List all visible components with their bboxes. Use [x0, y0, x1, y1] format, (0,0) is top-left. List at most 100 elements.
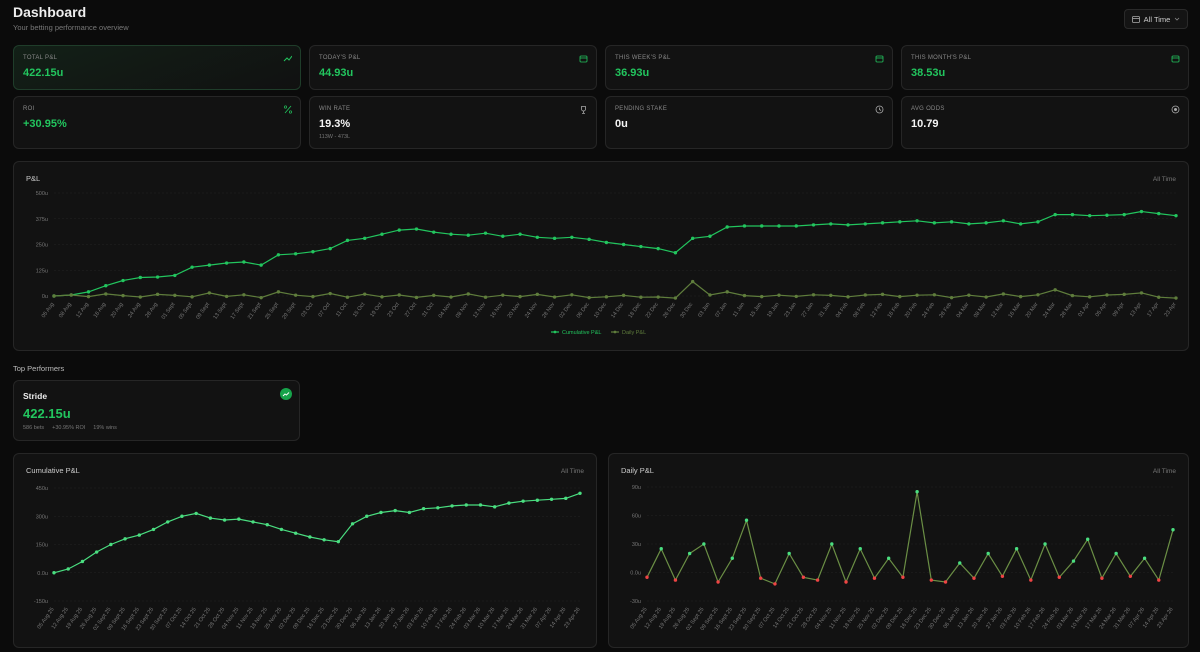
- data-point: [194, 511, 198, 516]
- data-point: [929, 578, 934, 582]
- y-tick-label: 250u: [36, 243, 48, 249]
- data-point: [1071, 559, 1076, 563]
- data-point: [224, 294, 229, 299]
- data-point: [794, 294, 798, 299]
- x-tick-label: 28 Mar: [1059, 302, 1074, 320]
- data-point: [432, 230, 436, 234]
- x-tick-label: 24 Mar: [1042, 302, 1057, 320]
- data-point: [587, 295, 591, 300]
- stat-icon: [875, 105, 884, 114]
- range-button[interactable]: All Time: [1124, 9, 1188, 29]
- data-point: [725, 225, 729, 229]
- x-tick-label: 24 Aug: [127, 302, 142, 319]
- stat-value: 422.15u: [23, 67, 64, 79]
- data-point: [380, 232, 384, 236]
- data-point: [915, 219, 919, 223]
- x-tick-label: 05 Apr: [1095, 302, 1109, 319]
- data-point: [535, 292, 540, 297]
- daily-panel: Daily P&L All Time -30u 0.0u 30u 60u 90u 05 Aug…: [608, 453, 1189, 648]
- data-point: [787, 551, 791, 556]
- data-point: [535, 235, 540, 239]
- data-point: [121, 293, 125, 298]
- range-button-label: All Time: [1143, 14, 1171, 24]
- data-point: [208, 516, 213, 520]
- data-point: [345, 238, 350, 243]
- data-point: [1157, 211, 1161, 216]
- data-point: [363, 236, 367, 241]
- stat-icon: [283, 105, 292, 114]
- data-point: [972, 576, 976, 580]
- stat-card: AVG ODDS 10.79: [901, 96, 1189, 149]
- performer-card[interactable]: Stride 422.15u 586 bets +30.95% ROI 19% …: [13, 380, 300, 441]
- stat-icon: [581, 106, 586, 114]
- data-point: [811, 223, 816, 227]
- stat-value: 10.79: [911, 118, 939, 130]
- data-point: [66, 567, 70, 571]
- x-tick-label: 12 Feb: [869, 302, 884, 319]
- data-point: [794, 224, 798, 228]
- data-point: [846, 223, 850, 227]
- data-point: [829, 293, 833, 298]
- data-point: [207, 291, 212, 295]
- data-point: [478, 503, 483, 507]
- data-point: [414, 227, 419, 231]
- x-tick-label: 23 Jan: [783, 302, 797, 319]
- x-tick-label: 15 Oct: [352, 301, 366, 318]
- x-tick-label: 07 Jan: [714, 302, 728, 319]
- performer-roi: +30.95% ROI: [52, 425, 86, 431]
- data-point: [328, 291, 332, 296]
- data-point: [811, 293, 816, 297]
- data-point: [760, 294, 764, 299]
- data-point: [350, 522, 355, 526]
- data-point: [137, 533, 141, 537]
- chevron-icon: [1175, 17, 1180, 21]
- x-tick-label: 11 Oct: [335, 301, 349, 318]
- stat-label: WIN RATE: [319, 106, 351, 112]
- chart-title: Daily P&L: [621, 466, 654, 475]
- data-point: [1001, 292, 1006, 296]
- data-point: [880, 221, 885, 225]
- data-point: [1087, 295, 1092, 299]
- x-tick-label: 20 Mar: [1025, 302, 1040, 320]
- x-tick-label: 17 Apr: [1146, 302, 1160, 319]
- stat-card: THIS WEEK'S P&L 36.93u: [605, 45, 893, 90]
- x-tick-label: 08 Feb: [852, 302, 867, 319]
- stat-value: +30.95%: [23, 118, 67, 130]
- data-point: [407, 510, 412, 515]
- x-tick-label: 19 Oct: [369, 301, 383, 318]
- x-tick-label: 20 Aug: [110, 302, 125, 319]
- data-point: [483, 295, 488, 299]
- data-point: [535, 498, 540, 502]
- data-point: [190, 295, 194, 299]
- data-point: [1122, 212, 1126, 217]
- x-tick-label: 07 Oct: [318, 301, 332, 318]
- data-point: [393, 508, 397, 513]
- x-tick-label: 14 Dec: [610, 302, 625, 320]
- data-point: [645, 575, 649, 579]
- performer-meta: 586 bets +30.95% ROI 19% wins: [23, 425, 117, 431]
- y-tick-label: -150u: [34, 599, 48, 605]
- data-point: [967, 222, 971, 226]
- pnl-panel: P&L All Time 0u 125u 250u 375u 500u 05 Aug 08 Au…: [13, 161, 1189, 351]
- data-point: [1139, 291, 1144, 295]
- series-line: [53, 492, 581, 574]
- data-point: [365, 514, 369, 518]
- data-point: [1105, 213, 1109, 217]
- data-point: [493, 505, 497, 509]
- data-point: [1070, 293, 1075, 298]
- data-point: [1036, 293, 1040, 297]
- stat-icon: [1171, 55, 1180, 63]
- data-point: [578, 491, 582, 495]
- data-point: [564, 496, 568, 501]
- data-point: [449, 232, 453, 236]
- data-point: [466, 233, 470, 237]
- x-tick-label: 19 Jan: [766, 302, 780, 319]
- x-tick-label: 04 Feb: [835, 302, 850, 319]
- x-tick-label: 16 Aug: [93, 302, 108, 319]
- data-point: [742, 293, 747, 298]
- data-point: [345, 295, 350, 299]
- data-point: [659, 547, 663, 551]
- stat-label: THIS MONTH'S P&L: [911, 55, 972, 61]
- data-point: [1018, 294, 1023, 299]
- data-point: [308, 535, 312, 539]
